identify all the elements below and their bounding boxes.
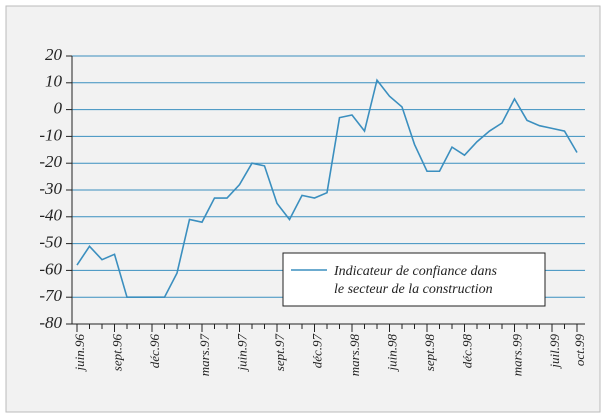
x-tick-label: sept.97 xyxy=(272,334,287,372)
legend-label: Indicateur de confiance dans le secteur d… xyxy=(333,264,497,297)
y-tick-label: -70 xyxy=(39,286,62,305)
x-tick-label: juil.99 xyxy=(547,334,562,370)
x-tick-label: mars.99 xyxy=(509,334,524,377)
x-tick-label: mars.98 xyxy=(347,334,362,377)
x-tick-label: mars.97 xyxy=(197,334,212,377)
x-tick-label: juin.98 xyxy=(384,334,399,373)
y-tick-label: -60 xyxy=(39,259,62,278)
x-tick-label: juin.97 xyxy=(234,334,249,373)
y-tick-label: 10 xyxy=(45,72,63,91)
legend-box xyxy=(282,252,546,307)
y-tick-label: -50 xyxy=(39,233,62,252)
y-tick-label: -40 xyxy=(39,206,62,225)
x-tick-label: juin.96 xyxy=(72,334,87,373)
y-tick-label: -30 xyxy=(39,179,62,198)
x-tick-label: oct.99 xyxy=(572,334,587,367)
y-tick-label: 0 xyxy=(54,99,63,118)
legend: Indicateur de confiance dans le secteur d… xyxy=(282,252,546,307)
y-tick-label: -80 xyxy=(39,313,62,332)
x-tick-label: sept.96 xyxy=(109,334,124,372)
data-line xyxy=(76,78,578,298)
y-tick-label: -20 xyxy=(39,152,62,171)
x-tick-label: déc.98 xyxy=(459,334,474,369)
y-tick-label: 20 xyxy=(45,45,63,64)
x-tick-label: déc.96 xyxy=(147,334,162,369)
x-tick-label: déc.97 xyxy=(309,334,324,369)
x-tick-label: sept.98 xyxy=(422,334,437,372)
panel xyxy=(5,5,601,413)
y-tick-label: -10 xyxy=(39,125,62,144)
